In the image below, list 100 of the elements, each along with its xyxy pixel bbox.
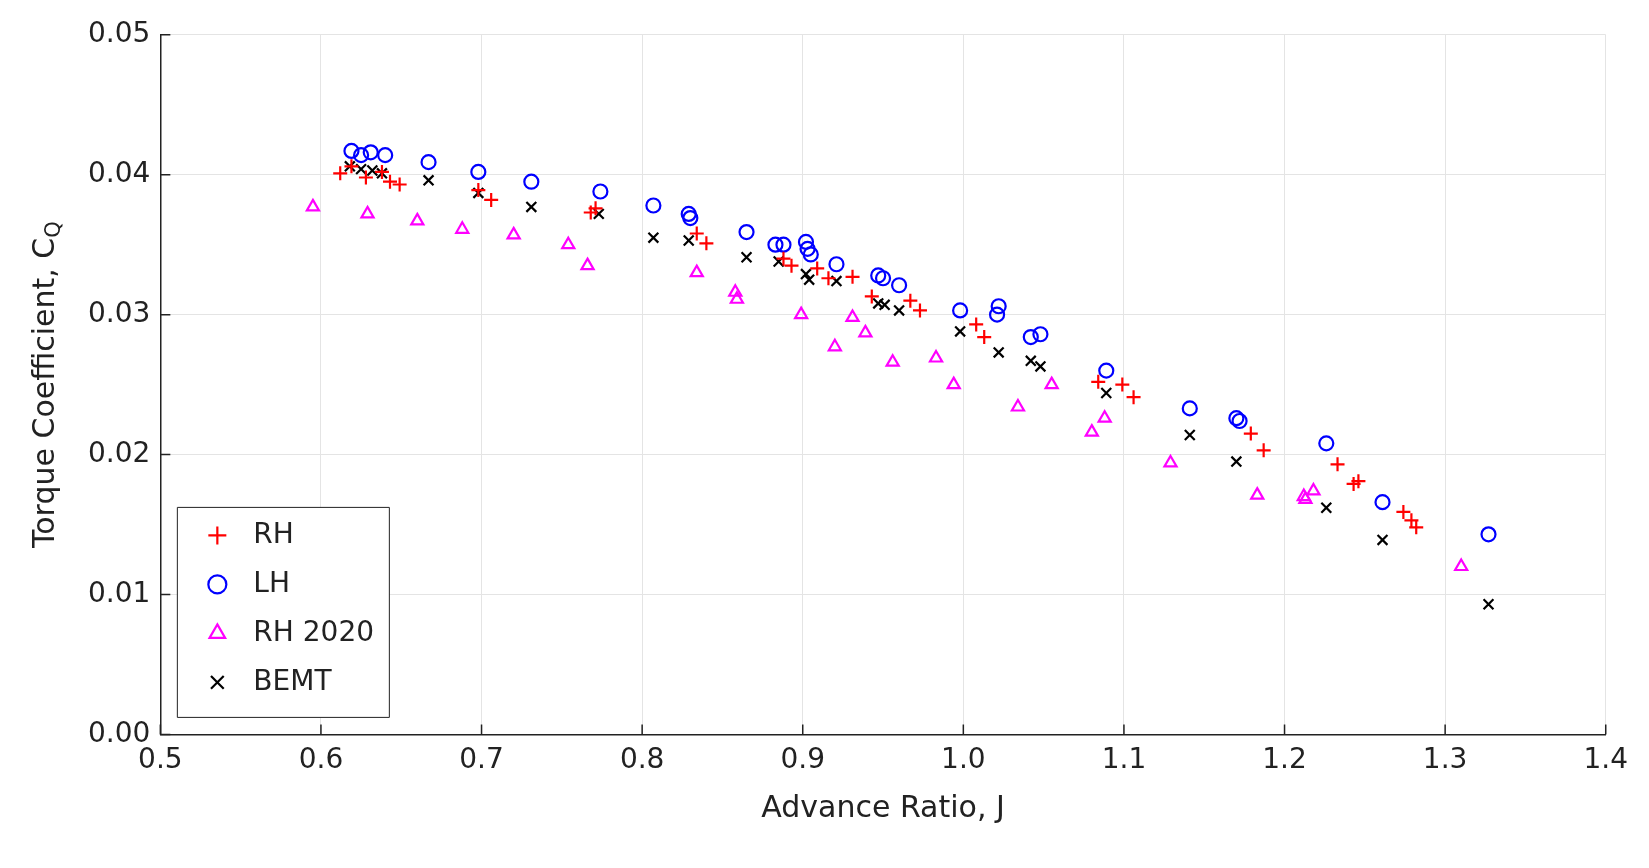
point [682, 234, 695, 247]
point [1230, 455, 1243, 468]
point [803, 273, 816, 286]
point [332, 165, 349, 182]
point [845, 309, 860, 323]
y-tick-label: 0.03 [88, 295, 151, 329]
point [343, 158, 360, 175]
point [802, 246, 819, 263]
point [422, 174, 435, 187]
point [561, 236, 576, 250]
point [592, 183, 609, 200]
point [870, 267, 887, 284]
point [952, 302, 969, 319]
point [1114, 376, 1131, 393]
point [343, 160, 356, 173]
point [366, 164, 379, 177]
x-tick-label: 1.1 [1101, 742, 1147, 776]
point [1306, 482, 1321, 496]
point [976, 328, 993, 346]
point [946, 376, 961, 390]
point [1329, 456, 1346, 473]
point [872, 297, 885, 310]
point [1022, 328, 1039, 346]
point [343, 142, 360, 160]
x-axis-title: Advance Ratio, J [761, 789, 1005, 825]
point [740, 251, 753, 264]
point [1097, 410, 1112, 423]
point [1320, 501, 1333, 514]
point [410, 212, 425, 226]
point [647, 231, 660, 244]
legend-label: BEMT [253, 663, 333, 697]
point [830, 275, 843, 288]
point [470, 163, 487, 181]
point [954, 325, 967, 338]
point [1044, 376, 1059, 390]
point [990, 298, 1007, 315]
point [680, 205, 697, 222]
point [1454, 558, 1469, 572]
point [1242, 425, 1259, 442]
point [893, 304, 906, 317]
point [809, 260, 826, 277]
point [797, 233, 815, 250]
point [580, 257, 595, 271]
x-tick-label: 1.2 [1262, 742, 1307, 776]
legend-label: RH [253, 516, 294, 550]
point [1376, 533, 1389, 546]
point [1482, 598, 1495, 611]
point [878, 298, 891, 311]
point [1318, 435, 1335, 452]
point [360, 205, 375, 219]
point [1034, 360, 1047, 373]
point [1163, 454, 1178, 468]
x-tick-label: 0.5 [138, 742, 183, 776]
y-tick-label: 0.01 [88, 575, 151, 609]
point [1255, 442, 1272, 459]
point [455, 221, 470, 234]
point [729, 291, 745, 304]
point [1100, 386, 1113, 400]
point [738, 223, 755, 241]
point [682, 210, 699, 227]
point [472, 186, 485, 199]
y-axis-title: Torque Coefficient, CQ [25, 221, 66, 550]
point [506, 226, 521, 240]
point [525, 200, 538, 213]
point [772, 255, 785, 268]
point [483, 191, 500, 209]
point [874, 270, 892, 287]
point [582, 204, 599, 221]
legend-label: RH 2020 [253, 614, 375, 648]
x-tick-label: 0.9 [780, 742, 826, 776]
point [420, 154, 437, 171]
point [1480, 526, 1497, 543]
point [1032, 326, 1049, 343]
point [1125, 389, 1142, 406]
point [592, 207, 605, 220]
point [968, 316, 985, 333]
point [305, 198, 321, 212]
point [352, 147, 370, 164]
x-tick-label: 1.4 [1583, 742, 1628, 776]
point [793, 306, 809, 320]
point [1345, 475, 1362, 493]
point [767, 236, 784, 253]
point [858, 324, 873, 338]
point [1250, 487, 1265, 500]
point [689, 264, 704, 278]
point [1024, 354, 1037, 367]
point [891, 277, 908, 294]
x-tick-label: 1.0 [941, 742, 986, 776]
point [377, 147, 394, 164]
point [470, 182, 487, 199]
y-tick-label: 0.05 [88, 16, 151, 50]
point [1374, 494, 1391, 511]
x-tick-label: 0.6 [298, 742, 344, 776]
point [1090, 373, 1107, 390]
point [1181, 400, 1198, 417]
x-tick-label: 1.3 [1422, 742, 1468, 776]
point [362, 144, 379, 161]
point [357, 169, 375, 186]
point [844, 268, 861, 285]
point [587, 200, 604, 217]
